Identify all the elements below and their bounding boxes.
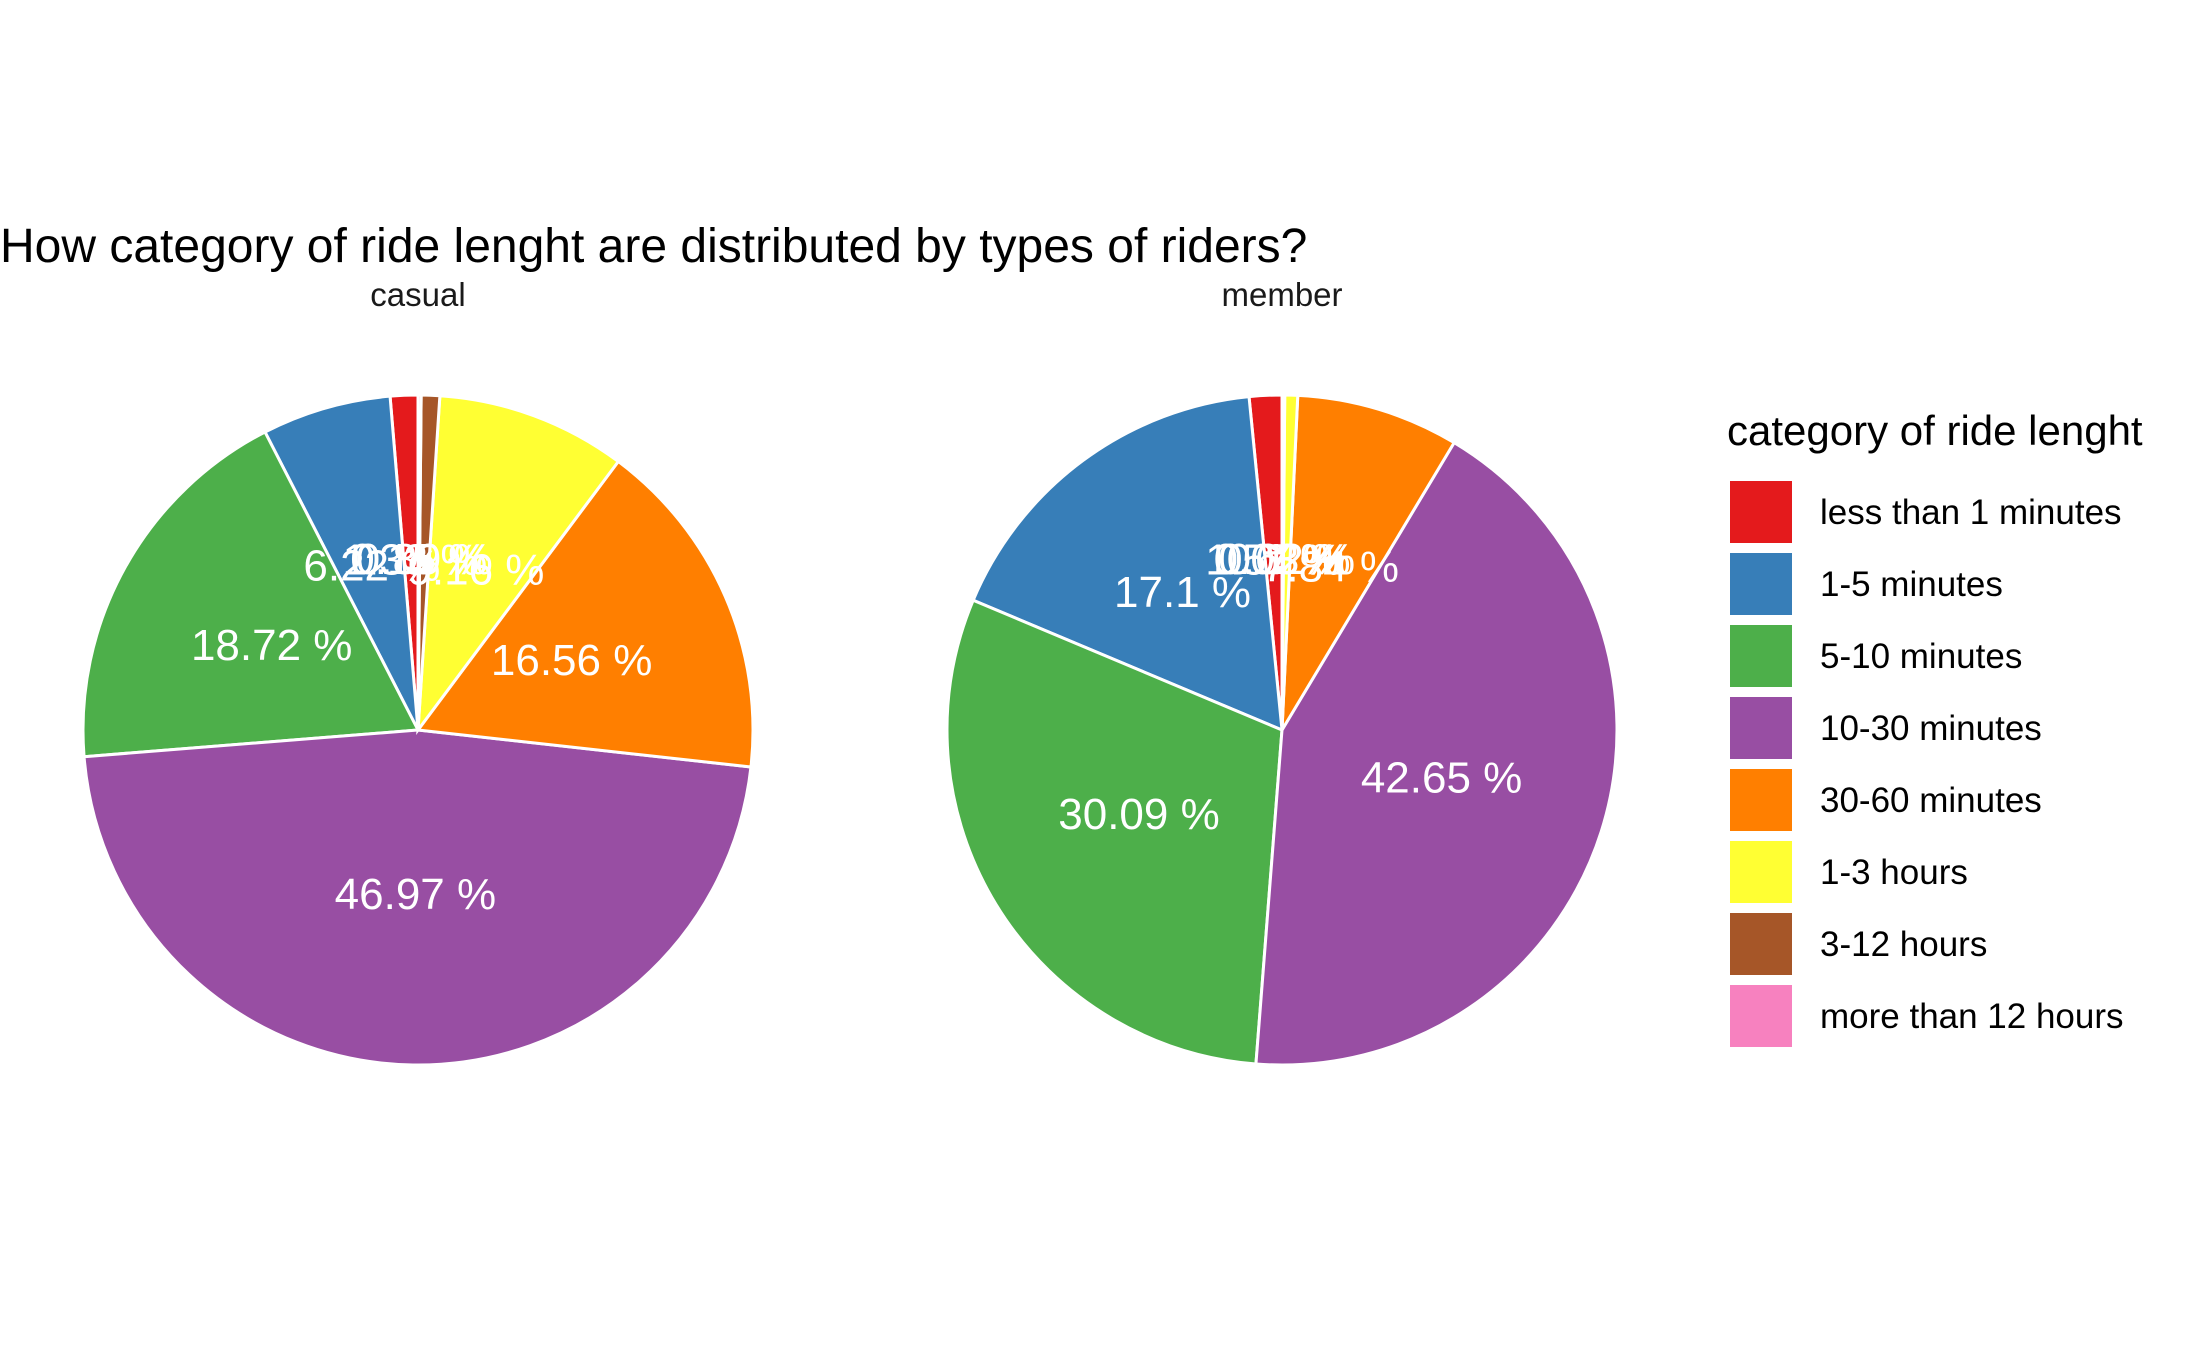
legend-label-1-3-hours: 1-3 hours xyxy=(1820,853,1968,892)
pie-label-casual-3-12-hours: 0.89 % xyxy=(356,535,493,584)
legend-items: less than 1 minutes 1-5 minutes 5-10 minut… xyxy=(1728,479,2124,1049)
legend-key-30-60-minutes xyxy=(1728,767,1794,833)
legend-label-5-10-minutes: 5-10 minutes xyxy=(1820,637,2022,676)
pie-slice-casual-5-10-minutes xyxy=(81,429,421,759)
pie-slice-casual-1-3-hours xyxy=(416,394,621,735)
pie-label-casual-1-3-hours: 9.16 % xyxy=(407,545,544,594)
pie-label-member-less-than-1-minutes: 1.57 % xyxy=(1205,535,1342,584)
legend-label-1-5-minutes: 1-5 minutes xyxy=(1820,565,2003,604)
pie-slice-casual-more-than-12-hours xyxy=(416,393,423,731)
pie-slice-member-1-5-minutes xyxy=(971,394,1284,733)
pie-slice-casual-1-5-minutes xyxy=(262,394,420,731)
legend-key-1-5-minutes xyxy=(1728,551,1794,617)
pie-label-casual-5-10-minutes: 18.72 % xyxy=(191,621,352,670)
pie-label-casual-10-30-minutes: 46.97 % xyxy=(335,870,496,919)
chart-title: How category of ride lenght are distribu… xyxy=(0,220,1307,273)
pie-label-member-1-5-minutes: 17.1 % xyxy=(1114,568,1251,617)
legend-label-3-12-hours: 3-12 hours xyxy=(1820,925,1987,964)
pie-label-member-1-3-hours: 0.62 % xyxy=(1218,535,1355,584)
legend-key-less-than-1-minutes xyxy=(1728,479,1794,545)
pie-label-member-more-than-12-hours: 0.03 % xyxy=(1214,535,1351,584)
legend-title: category of ride lenght xyxy=(1727,407,2143,454)
pie-label-member-30-60-minutes: 7.84 % xyxy=(1262,542,1399,591)
pie-member: 1.57 %17.1 % 30.09 % 42.65 % 7.84 %0.62 %0.… xyxy=(945,393,1619,1067)
legend: category of ride lenght less than 1 minu… xyxy=(1727,407,2143,1049)
legend-key-10-30-minutes xyxy=(1728,695,1794,761)
legend-key-1-3-hours xyxy=(1728,839,1794,905)
pie-slice-member-5-10-minutes xyxy=(945,598,1284,1066)
pie-label-casual-less-than-1-minutes: 1.33 % xyxy=(343,535,480,584)
pie-label-member-3-12-hours: 0.1 % xyxy=(1227,535,1340,584)
pie-slice-member-10-30-minutes xyxy=(1254,440,1619,1067)
pie-slice-member-more-than-12-hours xyxy=(1280,393,1285,731)
legend-label-more-than-12-hours: more than 12 hours xyxy=(1820,997,2124,1036)
legend-label-less-than-1-minutes: less than 1 minutes xyxy=(1820,493,2122,532)
legend-label-30-60-minutes: 30-60 minutes xyxy=(1820,781,2042,820)
pie-slice-member-30-60-minutes xyxy=(1280,393,1457,731)
pie-label-casual-more-than-12-hours: 0.15 % xyxy=(350,535,487,584)
pie-slice-casual-30-60-minutes xyxy=(415,459,755,769)
pie-label-member-5-10-minutes: 30.09 % xyxy=(1058,790,1219,839)
pie-label-casual-30-60-minutes: 16.56 % xyxy=(491,636,652,685)
pie-casual: 1.33 %6.22 % 18.72 % 46.97 % 16.56 % 9.16 %0… xyxy=(81,393,755,1067)
facet-label-member: member xyxy=(1221,276,1342,313)
legend-key-more-than-12-hours xyxy=(1728,983,1794,1049)
facet-label-casual: casual xyxy=(370,276,465,313)
pie-label-member-10-30-minutes: 42.65 % xyxy=(1361,754,1522,803)
legend-key-3-12-hours xyxy=(1728,911,1794,977)
pie-label-casual-1-5-minutes: 6.22 % xyxy=(303,542,440,591)
pie-slice-casual-10-30-minutes xyxy=(82,728,753,1067)
legend-key-5-10-minutes xyxy=(1728,623,1794,689)
legend-label-10-30-minutes: 10-30 minutes xyxy=(1820,709,2042,748)
